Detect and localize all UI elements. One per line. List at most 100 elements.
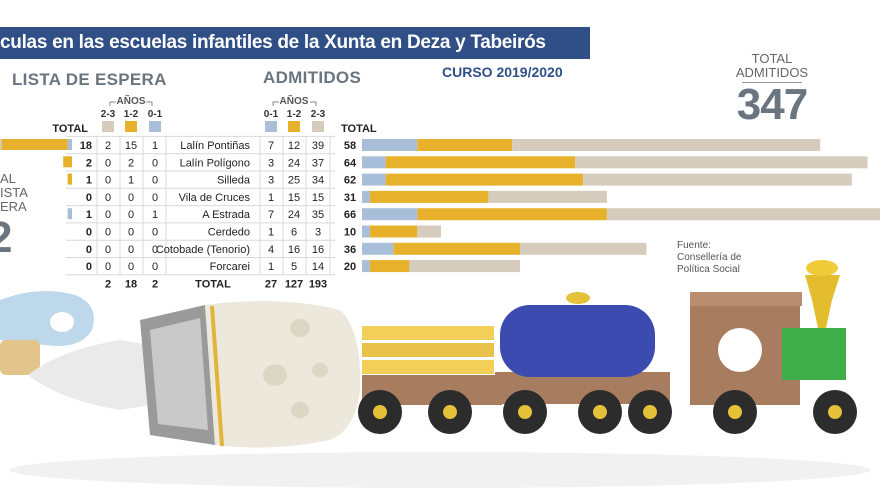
admitted-bar-segment — [362, 225, 370, 238]
admitted-column-total: 193 — [309, 278, 327, 290]
admitted-total-cell: 64 — [344, 157, 357, 169]
admitted-total-cell: 20 — [344, 261, 356, 273]
waiting-total-label: AL ISTA ERA — [0, 172, 28, 214]
wheel-hub — [593, 405, 607, 419]
source-line-3: Política Social — [677, 264, 740, 275]
admitted-value-cell: 12 — [288, 140, 300, 152]
total-admitted-label: TOTAL ADMITIDOS — [722, 52, 822, 80]
admitted-bar-segment — [362, 139, 418, 151]
admitted-bar-segment — [369, 260, 410, 273]
center-name: Cerdedo — [208, 227, 250, 239]
admitted-value-cell: 6 — [291, 227, 297, 239]
waiting-bar-segment — [1, 139, 68, 150]
pacifier-teat — [0, 340, 40, 375]
waiting-total-cell: 0 — [86, 244, 92, 256]
waiting-value-cell: 0 — [105, 157, 111, 169]
center-name: Cotobade (Tenorio) — [156, 244, 250, 256]
admitted-column-swatch — [265, 121, 277, 132]
center-name: Lalín Polígono — [180, 157, 250, 169]
admitted-bar-segment — [583, 173, 852, 186]
waiting-value-cell: 0 — [105, 175, 111, 187]
waiting-value-cell: 0 — [105, 209, 111, 221]
bottle-ring-highlight — [150, 318, 208, 430]
admitted-bar-segment — [393, 242, 520, 255]
wheel-hub — [443, 405, 457, 419]
bottle-teat-icon — [28, 340, 150, 410]
age-bracket — [109, 101, 153, 106]
total-admitted-label-line-1: TOTAL — [751, 51, 793, 66]
admitted-bar-segment — [512, 139, 821, 151]
waiting-value-cell: 0 — [128, 244, 134, 256]
waiting-total-label-line-1: AL — [0, 171, 16, 186]
waiting-value-cell: 0 — [128, 227, 134, 239]
admitted-value-cell: 35 — [312, 209, 324, 221]
waiting-total-value: 2 — [0, 213, 13, 262]
pacifier-hole — [50, 312, 74, 332]
locomotive-boiler — [782, 328, 846, 380]
locomotive-chimney — [805, 275, 840, 328]
admitted-value-cell: 5 — [291, 261, 297, 273]
wheel-hub — [828, 405, 842, 419]
table-cells: 18 2 15 12 0 2 01 0 1 00 0 0 01 0 0 10 0 0 00 0 0 00 0 0 0Lalín … — [80, 140, 357, 290]
wheel-hub — [728, 405, 742, 419]
admitted-bar-segment — [362, 208, 418, 221]
waiting-total-cell: 2 — [86, 157, 92, 169]
waiting-bar-segment — [67, 173, 72, 185]
admitted-value-cell: 37 — [312, 157, 324, 169]
waiting-column-total: 2 — [105, 278, 111, 290]
center-name: Forcarei — [210, 261, 250, 273]
admitted-bar-segment — [362, 190, 370, 203]
center-name: Silleda — [217, 175, 251, 187]
admitted-value-cell: 1 — [268, 227, 274, 239]
admitted-bar-segment — [385, 156, 576, 169]
waiting-age-group-label: AÑOS — [117, 94, 146, 107]
waiting-column-swatch — [125, 121, 137, 132]
waiting-value-cell: 15 — [125, 140, 137, 152]
admitted-bar-segment — [369, 225, 418, 238]
admitted-value-cell: 16 — [288, 244, 300, 256]
bottle-dot — [291, 401, 309, 419]
admitted-bar-segment — [385, 173, 584, 186]
bottle-dot — [290, 319, 310, 337]
source-note: Fuente: Consellería de Política Social — [677, 240, 741, 276]
waiting-value-cell: 0 — [152, 261, 158, 273]
admitted-bar-segment — [409, 260, 520, 273]
total-admitted-value: 347 — [736, 80, 808, 129]
waiting-value-cell: 0 — [105, 261, 111, 273]
admitted-column-swatch — [288, 121, 300, 132]
admitted-column-swatch — [312, 121, 324, 132]
admitted-value-cell: 16 — [312, 244, 324, 256]
admitted-bar-segment — [362, 242, 394, 255]
admitted-total-cell: 58 — [344, 140, 356, 152]
waiting-value-cell: 0 — [152, 227, 158, 239]
chimney-top — [806, 260, 838, 276]
admitted-total-cell: 36 — [344, 244, 356, 256]
table-grid — [66, 135, 335, 276]
waiting-total-label-line-2: ISTA — [0, 185, 28, 200]
center-name: Vila de Cruces — [179, 192, 251, 204]
waiting-value-cell: 0 — [152, 157, 158, 169]
admitted-total-cell: 31 — [344, 192, 356, 204]
locomotive-roof — [690, 292, 802, 306]
waiting-value-cell: 0 — [105, 244, 111, 256]
waiting-total-cell: 0 — [86, 261, 92, 273]
admitted-column-label: 1-2 — [287, 109, 302, 120]
wheel-hub — [373, 405, 387, 419]
admitted-bar-segment — [362, 156, 386, 169]
admitted-value-cell: 24 — [288, 157, 300, 169]
waiting-value-cell: 2 — [105, 140, 111, 152]
admitted-total-cell: 66 — [344, 209, 356, 221]
locomotive-window — [718, 328, 762, 372]
admitted-value-cell: 1 — [268, 261, 274, 273]
bottle-band — [210, 305, 224, 447]
totals-row-label: TOTAL — [195, 278, 231, 290]
admitted-value-cell: 7 — [268, 140, 274, 152]
waiting-value-cell: 0 — [152, 244, 158, 256]
waiting-bar-segment — [67, 139, 72, 150]
bars — [0, 139, 880, 273]
admitted-column-total: 127 — [285, 278, 303, 290]
admitted-value-cell: 1 — [268, 192, 274, 204]
waiting-total-cell: 1 — [86, 175, 92, 187]
